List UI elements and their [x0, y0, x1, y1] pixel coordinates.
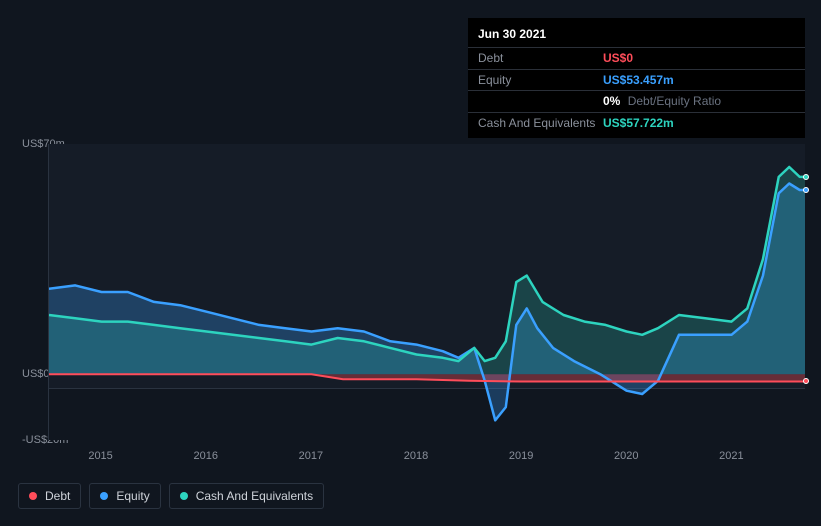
legend: Debt Equity Cash And Equivalents: [18, 483, 324, 509]
plot-area[interactable]: [48, 144, 805, 440]
legend-item-equity[interactable]: Equity: [89, 483, 160, 509]
tooltip-label-equity: Equity: [478, 72, 603, 89]
series-line-equity: [49, 184, 805, 421]
x-tick-label: 2020: [614, 450, 638, 462]
tooltip-date: Jun 30 2021: [468, 22, 805, 47]
x-tick-label: 2018: [404, 450, 428, 462]
legend-item-debt[interactable]: Debt: [18, 483, 81, 509]
end-marker-debt: [803, 378, 809, 384]
end-marker-cash: [803, 174, 809, 180]
x-tick-label: 2017: [299, 450, 323, 462]
legend-dot-icon: [29, 492, 37, 500]
chart-svg: [49, 144, 805, 440]
tooltip-value-equity: US$53.457m: [603, 72, 674, 89]
tooltip-row-equity: Equity US$53.457m: [468, 69, 805, 91]
x-tick-label: 2019: [509, 450, 533, 462]
legend-label: Debt: [45, 489, 70, 503]
tooltip-ratio-label: Debt/Equity Ratio: [628, 94, 721, 108]
tooltip-label-debt: Debt: [478, 50, 603, 67]
x-tick-label: 2016: [193, 450, 217, 462]
legend-dot-icon: [100, 492, 108, 500]
x-tick-label: 2015: [88, 450, 112, 462]
end-marker-equity: [803, 187, 809, 193]
tooltip-row-debt: Debt US$0: [468, 47, 805, 69]
legend-dot-icon: [180, 492, 188, 500]
x-axis: 2015 2016 2017 2018 2019 2020 2021: [48, 450, 805, 466]
tooltip-row-ratio: 0% Debt/Equity Ratio: [468, 90, 805, 112]
legend-item-cash[interactable]: Cash And Equivalents: [169, 483, 324, 509]
chart-area[interactable]: US$70mUS$0-US$20m 2015201620172018201920…: [18, 120, 805, 440]
series-area-cash: [49, 167, 805, 374]
x-tick-label: 2021: [719, 450, 743, 462]
tooltip-value-ratio: 0%: [603, 94, 620, 108]
y-tick-label: US$0: [22, 368, 50, 380]
legend-label: Equity: [116, 489, 149, 503]
tooltip-value-debt: US$0: [603, 50, 633, 67]
legend-label: Cash And Equivalents: [196, 489, 313, 503]
tooltip-label-ratio: [478, 93, 603, 110]
